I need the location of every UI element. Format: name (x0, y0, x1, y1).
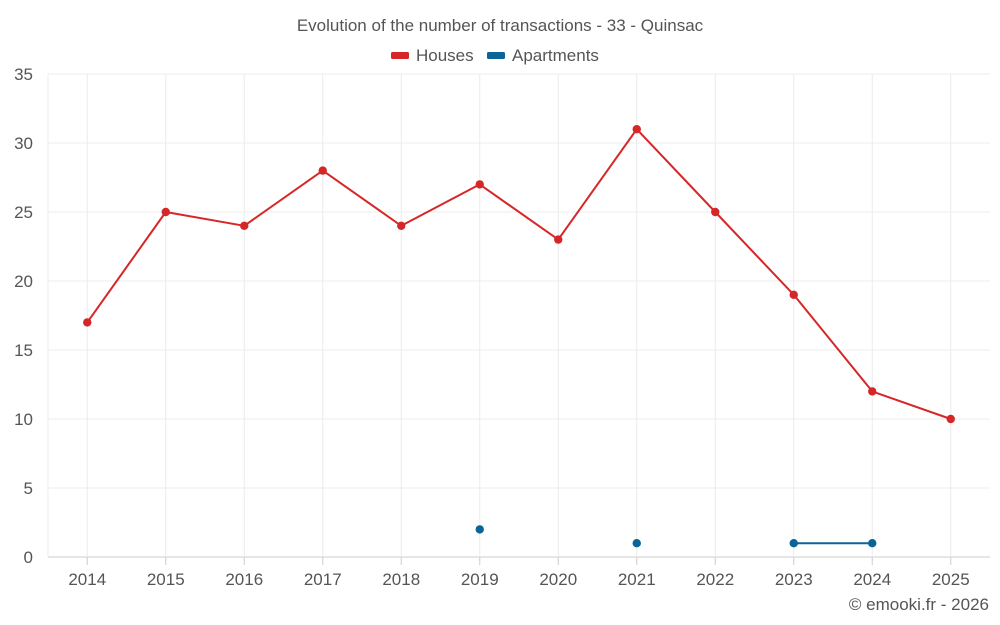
houses-line-segment (400, 183, 481, 227)
houses-line-segment (871, 390, 952, 420)
houses-line-segment (557, 128, 638, 241)
x-tick-label: 2022 (696, 570, 734, 589)
x-tick-label: 2025 (932, 570, 970, 589)
apartments-point-2024[interactable] (868, 539, 877, 548)
x-tick-label: 2024 (853, 570, 891, 589)
houses-point-2022[interactable] (711, 207, 720, 217)
houses-point-2016[interactable] (240, 221, 249, 230)
y-tick-label: 15 (14, 341, 33, 360)
legend[interactable]: Houses Apartments (391, 46, 599, 65)
houses-point-2014[interactable] (83, 318, 92, 327)
houses-line-segment (243, 169, 324, 227)
apartments-point-2019[interactable] (475, 525, 484, 534)
y-tick-label: 0 (24, 548, 33, 567)
y-tick-label: 35 (14, 65, 33, 84)
x-tick-label: 2020 (539, 570, 577, 589)
y-tick-label: 25 (14, 203, 33, 222)
plot-area[interactable] (83, 125, 955, 548)
houses-point-2019[interactable] (475, 180, 484, 189)
houses-line-segment (86, 211, 167, 323)
x-axis: 2014 2015 2016 2017 2018 2019 2020 2021 2022 2023… (68, 557, 970, 589)
legend-item-apartments[interactable]: Apartments (487, 46, 599, 65)
legend-swatch (391, 52, 409, 59)
y-axis: 0 5 10 15 20 25 30 35 (14, 65, 33, 567)
legend-swatch (487, 52, 505, 59)
chart-title: Evolution of the number of transactions … (297, 16, 704, 35)
x-tick-label: 2018 (382, 570, 420, 589)
houses-line-segment (165, 211, 245, 227)
legend-item-houses[interactable]: Houses (391, 46, 474, 65)
x-tick-label: 2021 (618, 570, 656, 589)
legend-label: Houses (416, 46, 474, 65)
houses-line-segment (714, 211, 795, 296)
houses-point-2021[interactable] (632, 125, 641, 134)
apartments-point-2023[interactable] (789, 539, 798, 548)
legend-label: Apartments (512, 46, 599, 65)
houses-point-2017[interactable] (318, 166, 327, 175)
x-tick-label: 2017 (304, 570, 342, 589)
x-tick-label: 2019 (461, 570, 499, 589)
x-tick-label: 2014 (68, 570, 106, 589)
y-tick-label: 20 (14, 272, 33, 291)
houses-line-segment (636, 128, 716, 213)
apartments-point-2021[interactable] (632, 539, 641, 548)
houses-line-segment (322, 169, 402, 227)
y-tick-label: 5 (24, 479, 33, 498)
y-tick-label: 10 (14, 410, 33, 429)
houses-line-segment (792, 294, 874, 393)
x-tick-label: 2023 (775, 570, 813, 589)
x-tick-label: 2015 (147, 570, 185, 589)
x-tick-label: 2016 (225, 570, 263, 589)
houses-point-2025[interactable] (946, 414, 955, 424)
houses-point-2023[interactable] (789, 290, 798, 299)
houses-line-segment (479, 183, 559, 241)
houses-point-2015[interactable] (161, 207, 170, 217)
credit-text: © emooki.fr - 2026 (849, 595, 989, 614)
houses-point-2018[interactable] (397, 221, 406, 230)
grid-layer (47, 73, 990, 558)
houses-point-2024[interactable] (868, 387, 877, 396)
y-tick-label: 30 (14, 134, 33, 153)
houses-point-2020[interactable] (554, 235, 563, 244)
